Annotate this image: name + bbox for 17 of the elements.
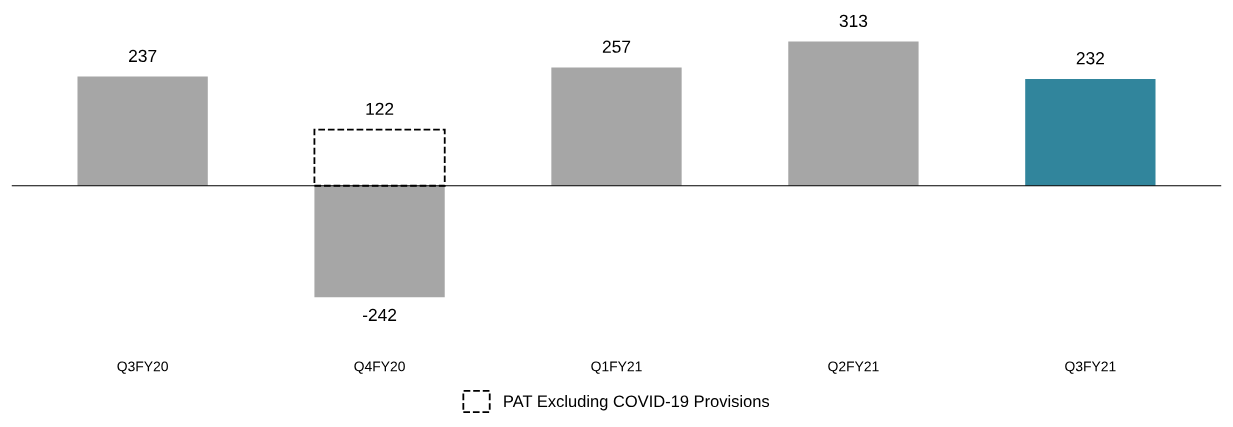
bar: [788, 41, 919, 186]
data-label: 232: [1076, 52, 1104, 65]
bar: [1025, 78, 1156, 186]
data-label: -242: [362, 308, 397, 321]
legend-label: PAT Excluding COVID-19 Provisions: [504, 395, 770, 411]
bar: [77, 76, 208, 186]
data-label: 122: [366, 102, 394, 115]
data-label: 313: [839, 14, 868, 28]
bar: [314, 185, 445, 298]
x-tick-label: Q4FY20: [354, 361, 405, 374]
x-tick-label: Q3FY20: [117, 361, 168, 374]
x-tick-label: Q3FY21: [1065, 361, 1116, 374]
data-label: 237: [129, 49, 157, 63]
data-label: 257: [602, 40, 631, 53]
x-tick-label: Q1FY21: [591, 361, 642, 374]
x-tick-label: Q2FY21: [828, 361, 879, 374]
bar: [551, 67, 682, 186]
